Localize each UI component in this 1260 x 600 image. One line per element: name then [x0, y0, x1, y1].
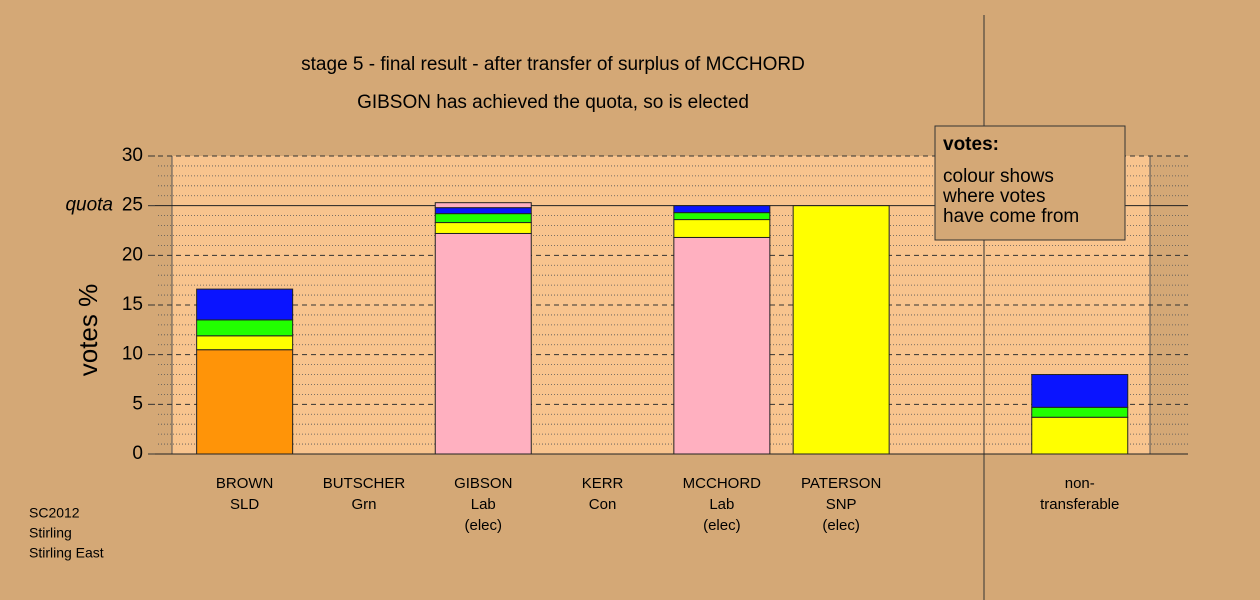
bar-segment	[434, 207, 532, 215]
x-tick-label: BROWN	[216, 475, 274, 492]
x-tick-label: transferable	[1040, 496, 1119, 513]
x-tick-label: (elec)	[464, 517, 502, 534]
bar-segment	[673, 236, 771, 455]
y-tick-label: 0	[132, 443, 143, 464]
bar-segment	[196, 349, 294, 455]
bar-segment	[196, 335, 294, 351]
chart-subtitle: GIBSON has achieved the quota, so is ele…	[357, 92, 749, 113]
x-tick-label: non-	[1065, 475, 1095, 492]
x-tick-label: SLD	[230, 496, 259, 513]
bar-segment	[434, 232, 532, 455]
x-tick-label: SNP	[826, 496, 857, 513]
bar-segment	[1031, 416, 1129, 455]
y-tick-label: 30	[122, 145, 143, 166]
bar-segment	[792, 205, 890, 455]
x-tick-label: Con	[589, 496, 617, 513]
x-tick-label: (elec)	[822, 517, 860, 534]
bar-segment	[434, 202, 532, 209]
y-axis-label: votes %	[73, 284, 103, 377]
bar-segment	[673, 219, 771, 238]
x-tick-label: Grn	[351, 496, 376, 513]
x-tick-label: Lab	[709, 496, 734, 513]
bar-segment	[1031, 374, 1129, 408]
bar-segment	[434, 222, 532, 234]
bar-segment	[673, 205, 771, 214]
x-tick-label: BUTSCHER	[323, 475, 406, 492]
bar-segment	[196, 288, 294, 321]
footer-line: Stirling	[29, 525, 72, 541]
y-tick-label: 25	[122, 195, 143, 216]
y-tick-label: 5	[132, 393, 143, 414]
x-tick-label: GIBSON	[454, 475, 512, 492]
x-tick-label: (elec)	[703, 517, 741, 534]
x-tick-label: PATERSON	[801, 475, 881, 492]
chart-title: stage 5 - final result - after transfer …	[301, 54, 805, 75]
x-tick-label: MCCHORD	[683, 475, 761, 492]
bar-segment	[673, 212, 771, 221]
footer-line: Stirling East	[29, 545, 104, 561]
bar-segment	[1031, 406, 1129, 418]
bar-segment	[196, 319, 294, 337]
annotation-line: where votes	[942, 186, 1045, 207]
annotation-line: colour shows	[943, 166, 1054, 187]
annotation-line: have come from	[943, 206, 1079, 227]
x-tick-label: Lab	[471, 496, 496, 513]
quota-label: quota	[65, 195, 113, 216]
footer-line: SC2012	[29, 505, 80, 521]
footer: SC2012 Stirling Stirling East	[29, 505, 104, 561]
y-tick-label: 20	[122, 244, 143, 265]
bar-segment	[434, 213, 532, 224]
x-tick-label: KERR	[582, 475, 624, 492]
y-tick-label: 10	[122, 344, 143, 365]
y-tick-label: 15	[122, 294, 143, 315]
annotation-heading: votes:	[943, 134, 999, 155]
bars: BROWN SLD BUTSCHER Grn GIBSON Lab (elec) KERR Co…	[196, 202, 1129, 534]
annotation-box	[934, 125, 1126, 241]
